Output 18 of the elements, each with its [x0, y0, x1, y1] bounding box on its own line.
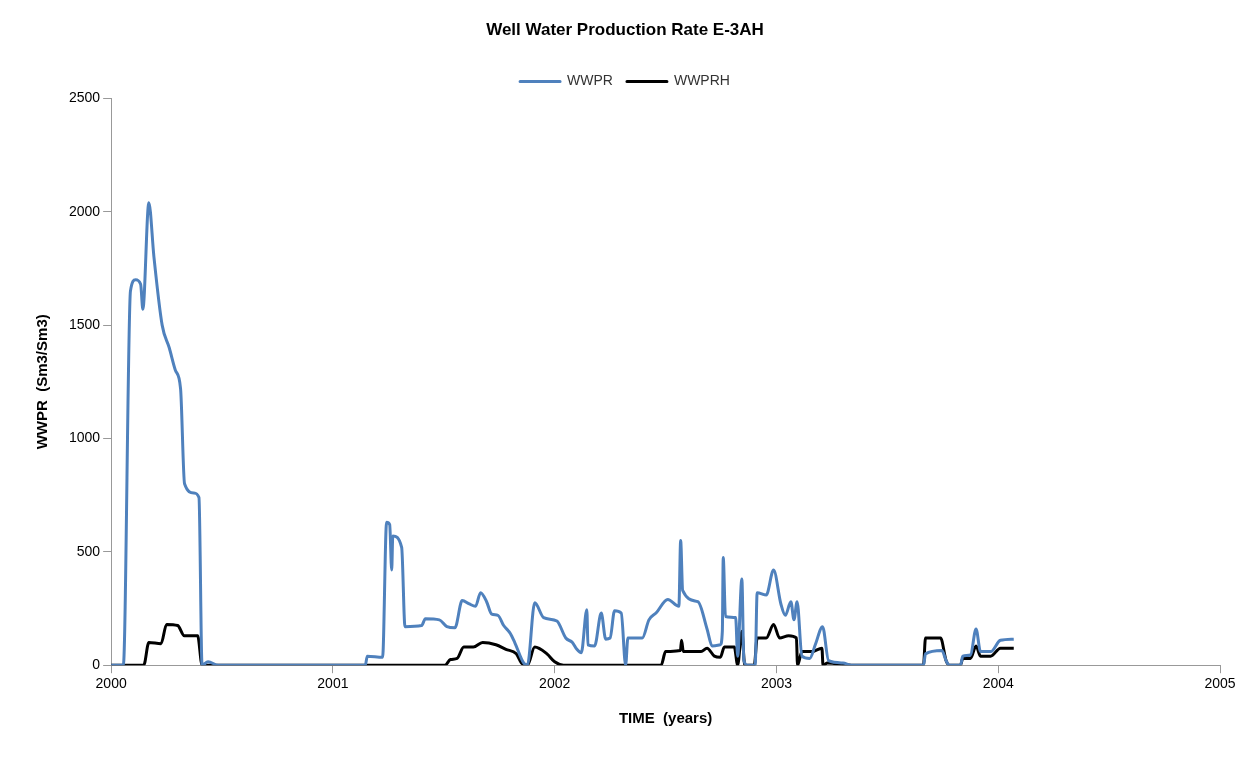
y-tick-label: 500: [76, 542, 101, 559]
x-tick-label: 2002: [539, 675, 571, 692]
y-tick-label: 1500: [68, 315, 101, 332]
x-tick-label: 2005: [1204, 675, 1236, 692]
x-tick-label: 2001: [317, 675, 349, 692]
y-tick-label: 0: [92, 656, 101, 673]
legend-label: WWPR: [567, 72, 613, 89]
y-axis-title: WWPR (Sm3/Sm3): [33, 314, 51, 450]
line-series: [111, 201, 1016, 666]
y-tick-label: 2500: [68, 89, 101, 106]
x-tick-label: 2003: [760, 675, 793, 692]
x-tick-label: 2004: [982, 675, 1015, 692]
chart-title: Well Water Production Rate E-3AH: [486, 19, 764, 39]
x-tick-label: 2000: [95, 675, 127, 692]
legend-label: WWPRH: [673, 72, 730, 89]
y-tick-label: 2000: [68, 202, 101, 219]
y-tick-label: 1000: [68, 429, 101, 446]
x-axis-title: TIME (years): [618, 709, 713, 727]
